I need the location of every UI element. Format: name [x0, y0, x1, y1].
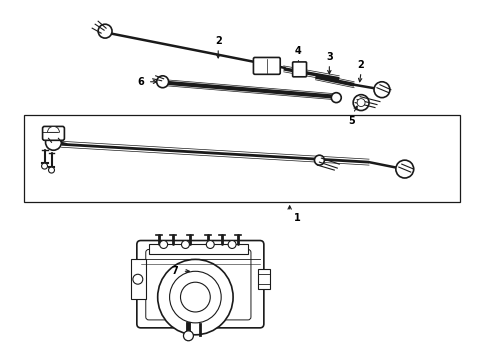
Circle shape [98, 24, 112, 38]
Text: 1: 1 [294, 213, 300, 223]
Bar [149, 244, 248, 255]
Circle shape [357, 99, 365, 107]
Circle shape [374, 82, 390, 98]
Bar [131, 260, 146, 299]
Circle shape [133, 274, 143, 284]
FancyBboxPatch shape [253, 58, 280, 74]
FancyBboxPatch shape [43, 126, 64, 140]
Circle shape [157, 76, 169, 88]
Circle shape [206, 240, 214, 248]
Circle shape [49, 167, 54, 173]
Text: 2: 2 [358, 60, 365, 70]
Circle shape [353, 95, 369, 111]
Circle shape [180, 282, 210, 312]
Circle shape [158, 260, 233, 335]
Text: 2: 2 [215, 36, 221, 46]
Circle shape [170, 271, 221, 323]
Text: 6: 6 [137, 77, 144, 87]
Bar [24, 114, 460, 202]
Text: 3: 3 [326, 52, 333, 62]
Text: 4: 4 [294, 46, 301, 56]
Bar [258, 269, 270, 289]
Circle shape [331, 93, 341, 103]
FancyBboxPatch shape [146, 249, 251, 320]
Text: 5: 5 [348, 116, 355, 126]
Circle shape [228, 240, 236, 248]
Circle shape [42, 163, 48, 169]
Circle shape [315, 155, 324, 165]
Wedge shape [48, 126, 59, 132]
Circle shape [183, 331, 194, 341]
FancyBboxPatch shape [293, 62, 307, 77]
FancyBboxPatch shape [137, 240, 264, 328]
Circle shape [396, 160, 414, 178]
Circle shape [181, 240, 190, 248]
Circle shape [46, 134, 61, 150]
Circle shape [160, 240, 168, 248]
Text: 7: 7 [172, 266, 178, 276]
